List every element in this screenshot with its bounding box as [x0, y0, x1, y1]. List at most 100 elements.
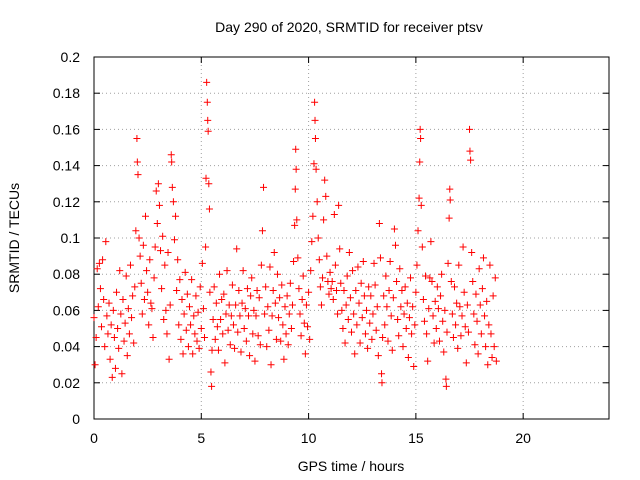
data-point [360, 292, 368, 300]
data-point [235, 286, 243, 294]
data-point [310, 160, 318, 168]
data-point [346, 294, 354, 302]
data-point [371, 281, 379, 289]
data-point [99, 256, 107, 264]
data-point [181, 268, 189, 276]
data-point [339, 325, 347, 332]
data-point [437, 292, 445, 300]
y-tick-label: 0.06 [53, 302, 80, 318]
data-point [145, 321, 153, 329]
data-point [286, 279, 294, 287]
data-point [387, 312, 395, 320]
data-point [487, 330, 495, 338]
data-point [264, 303, 272, 311]
data-point [378, 379, 386, 387]
data-point [461, 323, 469, 331]
data-point [348, 328, 355, 336]
data-point [367, 292, 375, 300]
data-point [250, 306, 258, 314]
y-tick-label: 0.1 [61, 230, 81, 246]
data-point [107, 321, 115, 329]
data-point [167, 151, 175, 159]
data-point [138, 310, 146, 318]
data-point [153, 220, 161, 228]
data-point [169, 198, 177, 206]
data-point [236, 312, 244, 320]
x-tick-label: 10 [301, 430, 317, 446]
data-point [291, 185, 299, 193]
data-point [328, 277, 336, 285]
data-point [168, 158, 176, 166]
data-point [384, 337, 392, 345]
data-point [134, 171, 142, 179]
data-point [485, 321, 493, 329]
data-point [241, 305, 249, 313]
data-point [217, 315, 225, 323]
data-point [309, 212, 317, 220]
data-point [444, 259, 452, 267]
data-point [417, 134, 425, 142]
data-point [262, 283, 270, 291]
data-point [311, 134, 319, 142]
data-point [203, 98, 211, 106]
data-point [201, 334, 209, 342]
data-point [208, 346, 216, 354]
data-point [311, 116, 319, 124]
data-point [340, 286, 348, 294]
data-point [220, 290, 228, 298]
data-points [90, 78, 500, 390]
data-point [173, 286, 181, 294]
y-tick-label: 0.02 [53, 375, 80, 391]
data-point [404, 353, 412, 361]
data-point [405, 314, 413, 322]
data-point [152, 187, 160, 195]
data-point [170, 236, 178, 244]
data-point [187, 321, 195, 329]
data-point [296, 310, 304, 318]
data-point [148, 305, 156, 313]
data-point [202, 174, 210, 182]
data-point [400, 310, 408, 318]
y-tick-label: 0.18 [53, 85, 80, 101]
data-point [271, 299, 279, 307]
data-point [442, 382, 450, 390]
data-point [394, 315, 402, 323]
data-point [305, 288, 313, 296]
data-point [252, 312, 260, 320]
data-point [327, 285, 335, 293]
data-point [182, 326, 190, 334]
data-point [103, 312, 111, 320]
data-point [233, 245, 241, 253]
data-point [278, 281, 286, 289]
y-axis-title: SRMTID / TECUs [6, 183, 22, 293]
data-point [326, 268, 334, 276]
data-point [431, 297, 439, 305]
data-point [210, 283, 218, 291]
data-point [93, 265, 101, 273]
data-point [412, 288, 420, 296]
data-point [459, 243, 467, 251]
data-point [132, 227, 140, 235]
data-point [248, 274, 256, 282]
data-point [177, 335, 185, 343]
data-point [449, 334, 457, 342]
data-point [204, 116, 212, 124]
data-point [146, 256, 154, 264]
data-point [272, 335, 280, 343]
data-point [432, 325, 440, 332]
data-point [106, 355, 114, 363]
data-point [325, 290, 333, 298]
data-point [254, 332, 262, 340]
data-point [258, 227, 266, 235]
data-point [488, 353, 496, 361]
data-point [260, 183, 268, 191]
data-point [166, 301, 174, 309]
y-tick-label: 0.12 [53, 194, 80, 210]
data-point [129, 292, 137, 300]
data-point [155, 201, 163, 209]
data-point [338, 306, 346, 314]
data-point [213, 323, 221, 331]
data-point [397, 303, 405, 311]
data-point [139, 241, 147, 249]
data-point [435, 337, 443, 345]
